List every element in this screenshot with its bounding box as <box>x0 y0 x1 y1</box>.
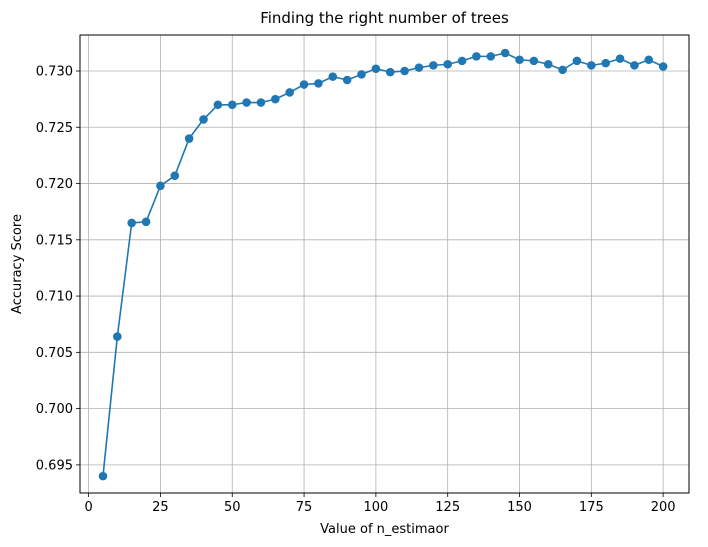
data-point <box>184 134 194 143</box>
data-point <box>314 79 323 88</box>
x-axis-label: Value of n_estimaor <box>320 522 449 537</box>
x-tick-label: 125 <box>435 500 460 515</box>
data-point <box>285 88 295 97</box>
data-point <box>644 55 654 65</box>
data-point <box>371 64 381 74</box>
y-tick-label: 0.700 <box>36 402 73 417</box>
data-point <box>601 58 610 68</box>
y-tick-label: 0.710 <box>36 290 73 305</box>
y-tick-label: 0.705 <box>36 346 73 361</box>
axis-ticks: 0 25 50 75 100 125 150 175 200 0.695 0.700 0.705 0.7… <box>36 65 676 515</box>
data-point <box>98 471 108 481</box>
data-point <box>529 56 539 66</box>
data-point <box>357 70 366 79</box>
data-point <box>658 62 668 71</box>
data-point <box>543 59 553 69</box>
x-tick-label: 25 <box>152 500 169 515</box>
chart-title: Finding the right number of trees <box>260 9 509 27</box>
x-tick-label: 50 <box>224 500 241 515</box>
data-point <box>299 80 309 89</box>
x-tick-label: 175 <box>579 500 604 515</box>
data-point <box>141 217 151 227</box>
data-point <box>113 332 122 341</box>
y-tick-label: 0.730 <box>36 65 73 80</box>
data-point <box>615 54 625 63</box>
plot-area-frame <box>79 34 690 494</box>
data-point <box>127 218 137 228</box>
x-tick-label: 150 <box>507 500 532 515</box>
y-tick-label: 0.720 <box>36 177 73 192</box>
data-point <box>630 61 639 70</box>
data-point <box>400 66 409 76</box>
data-point <box>227 100 237 110</box>
data-point <box>515 55 524 65</box>
data-point <box>342 75 352 85</box>
data-point <box>486 52 496 61</box>
y-tick-label: 0.725 <box>36 121 73 136</box>
data-point <box>572 56 582 66</box>
data-point <box>242 98 251 107</box>
data-point <box>271 94 280 104</box>
y-axis-label: Accuracy Score <box>10 214 25 314</box>
data-point <box>472 52 481 61</box>
data-point <box>429 61 438 70</box>
series-line <box>102 52 664 477</box>
x-tick-label: 75 <box>296 500 313 515</box>
data-point <box>156 181 165 191</box>
grid-lines <box>80 35 689 493</box>
data-point <box>443 59 452 69</box>
data-point <box>328 72 338 81</box>
data-point <box>414 63 424 72</box>
x-tick-label: 100 <box>363 500 388 515</box>
y-tick-label: 0.715 <box>36 233 73 248</box>
series-layer <box>98 48 668 481</box>
data-point <box>457 56 467 66</box>
x-tick-label: 0 <box>84 500 92 515</box>
data-point <box>199 115 208 124</box>
y-tick-label: 0.695 <box>36 458 73 473</box>
data-point <box>213 100 223 110</box>
x-tick-label: 200 <box>651 500 676 515</box>
data-point <box>587 61 596 70</box>
data-point <box>385 67 395 77</box>
data-point <box>500 48 510 58</box>
data-point <box>170 171 180 180</box>
data-point <box>256 98 266 107</box>
data-point <box>558 65 567 75</box>
